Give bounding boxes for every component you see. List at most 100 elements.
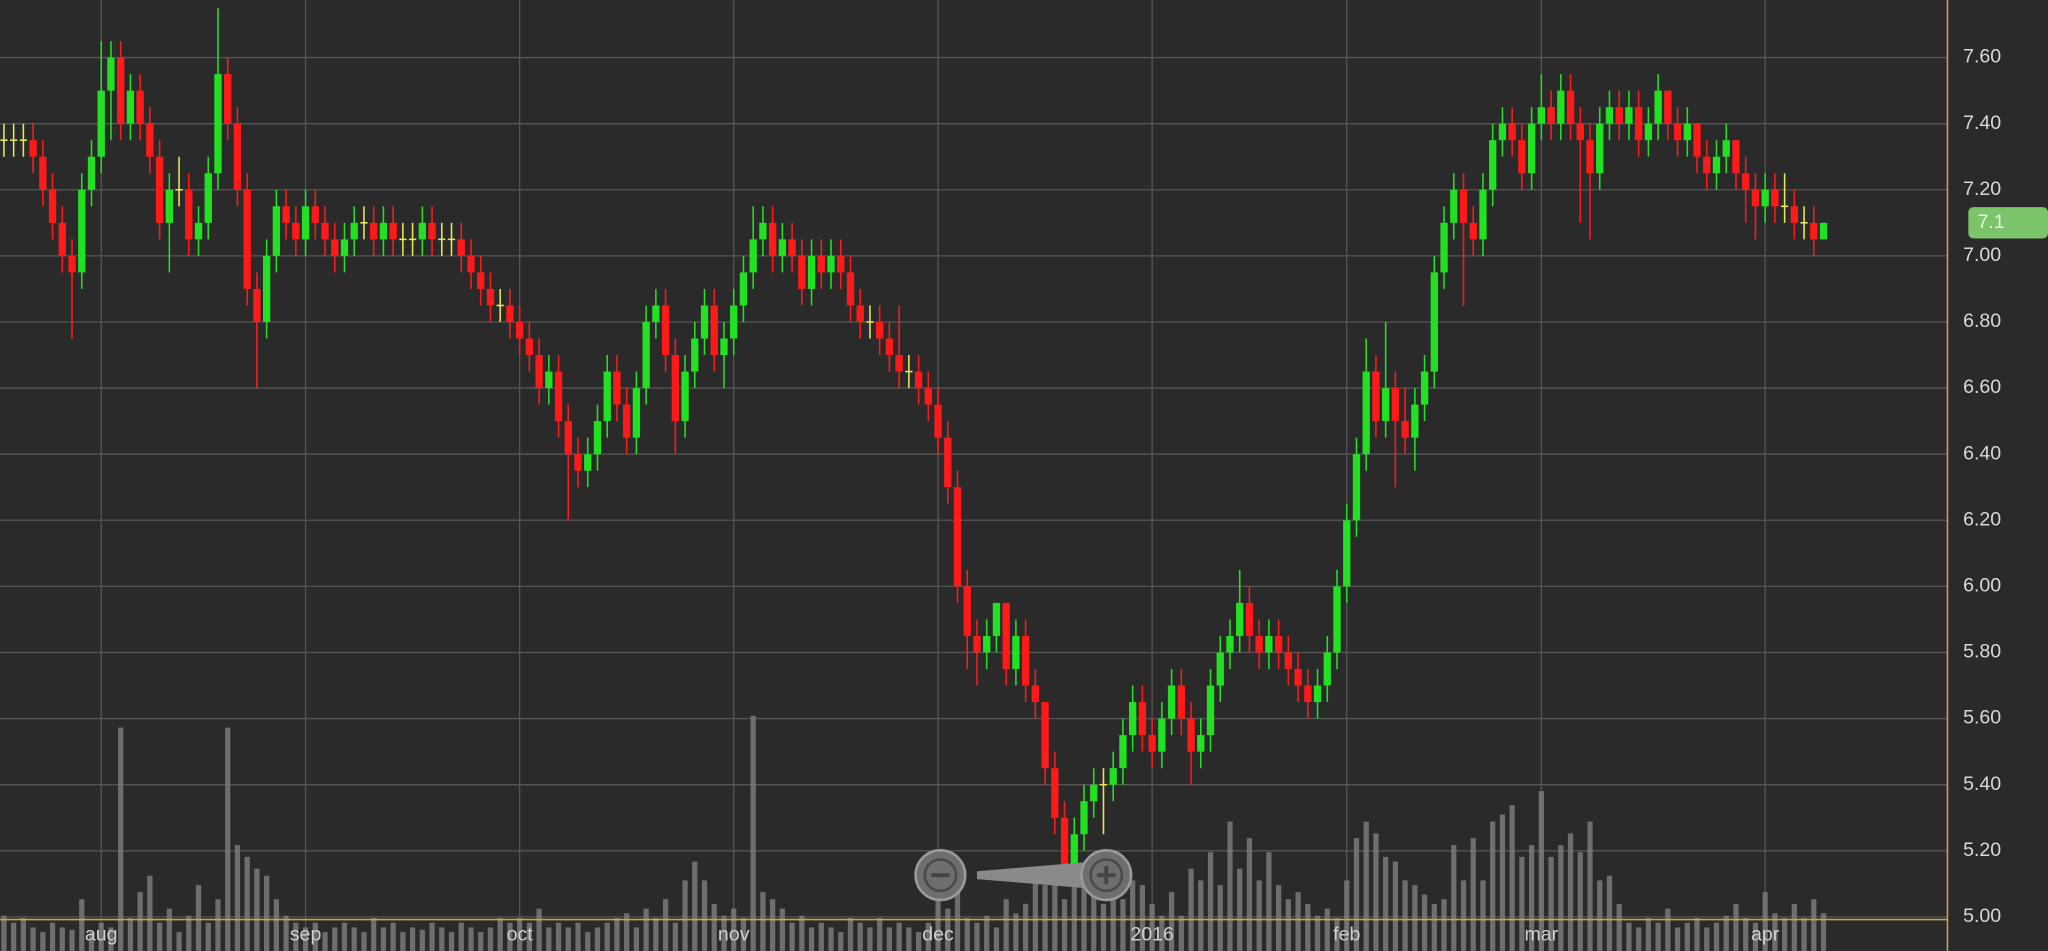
candle-body xyxy=(379,222,388,240)
candle-body xyxy=(700,305,709,339)
candle-body xyxy=(1352,454,1361,521)
candle-body xyxy=(418,222,426,240)
y-tick-label: 6.60 xyxy=(1963,376,2001,398)
volume-bar xyxy=(1392,861,1399,951)
volume-bar xyxy=(478,932,484,951)
candle-body xyxy=(233,123,242,190)
volume-bar xyxy=(682,880,688,951)
candle-body xyxy=(623,404,631,438)
volume-bar xyxy=(254,868,260,951)
volume-bar xyxy=(925,922,931,951)
volume-bar xyxy=(1227,821,1233,951)
candle-body xyxy=(1469,222,1477,240)
candle-body xyxy=(730,305,738,339)
x-tick-label: apr xyxy=(1751,923,1780,945)
y-tick-label: 6.20 xyxy=(1963,508,2001,530)
volume-bar xyxy=(555,922,562,951)
candle-body xyxy=(1537,107,1546,124)
volume-bar xyxy=(264,875,270,951)
candle-body xyxy=(1819,222,1828,240)
candle-body xyxy=(1051,768,1059,818)
volume-bar xyxy=(79,899,85,951)
volume-bar xyxy=(604,922,610,951)
y-tick-label: 5.20 xyxy=(1963,839,2001,861)
zoom-out-ring[interactable] xyxy=(923,858,958,893)
candle-body xyxy=(1654,90,1662,124)
volume-bar xyxy=(1791,903,1797,951)
zoom-out-button[interactable] xyxy=(914,849,967,902)
volume-bar xyxy=(750,715,756,951)
volume-bar xyxy=(838,932,844,951)
candle-body xyxy=(126,90,135,124)
volume-bar xyxy=(643,908,649,951)
candle-body xyxy=(1323,652,1331,686)
volume-bar xyxy=(1,915,7,951)
candle-body xyxy=(992,602,1001,636)
candle-body xyxy=(1129,702,1137,736)
volume-bar xyxy=(945,908,951,951)
candle-body xyxy=(944,437,952,488)
candle-body xyxy=(165,189,173,223)
volume-bar xyxy=(1431,903,1437,951)
candle-body xyxy=(1489,140,1497,190)
volume-bar xyxy=(721,915,727,951)
volume-bar xyxy=(507,922,513,951)
candle-body xyxy=(837,255,845,273)
volume-bar xyxy=(517,918,523,951)
candle-body xyxy=(545,371,553,389)
volume-bar xyxy=(1042,885,1048,951)
candle-body xyxy=(340,239,349,256)
y-tick-label: 5.40 xyxy=(1963,773,2001,795)
y-tick-label: 6.00 xyxy=(1963,575,2001,597)
candle-body xyxy=(1673,123,1682,141)
candle-body xyxy=(1109,768,1117,785)
x-tick-label: 2016 xyxy=(1130,923,1174,945)
candle-body xyxy=(68,255,76,273)
volume-bar xyxy=(205,922,211,951)
volume-bar xyxy=(1441,899,1447,951)
x-tick-label: oct xyxy=(507,923,534,945)
candle-body xyxy=(1372,371,1380,422)
x-tick-label: nov xyxy=(718,923,750,945)
candle-body xyxy=(136,90,144,124)
candle-body xyxy=(1284,652,1293,670)
candle-body xyxy=(924,388,932,405)
zoom-in-button[interactable] xyxy=(1080,849,1133,902)
candle-body xyxy=(1236,602,1244,636)
zoom-in-ring[interactable] xyxy=(1089,858,1124,893)
volume-bar xyxy=(127,918,134,951)
candle-body xyxy=(1635,107,1643,141)
volume-bar xyxy=(166,908,172,951)
volume-bar xyxy=(215,899,221,951)
volume-bar xyxy=(312,922,318,951)
candle-body xyxy=(1557,90,1565,124)
candle-body xyxy=(1703,156,1711,174)
volume-bar xyxy=(1772,913,1778,951)
candle-body xyxy=(243,189,251,289)
candle-body xyxy=(486,288,495,306)
candle-body xyxy=(1294,669,1302,686)
candle-body xyxy=(253,288,261,322)
candle-body xyxy=(292,222,300,240)
volume-bar xyxy=(662,899,669,951)
volume-bar xyxy=(1529,845,1535,951)
y-tick-label: 7.60 xyxy=(1963,46,2001,68)
candle-body xyxy=(895,355,903,372)
volume-bar xyxy=(984,915,990,951)
candle-body xyxy=(564,421,572,455)
candle-body xyxy=(1625,107,1633,124)
y-tick-label: 6.40 xyxy=(1963,442,2001,464)
volume-bar xyxy=(1100,903,1107,951)
volume-bar xyxy=(186,915,192,951)
candle-body xyxy=(1313,685,1322,703)
volume-bar xyxy=(497,918,503,951)
volume-bar xyxy=(964,918,970,951)
zoom-slider[interactable] xyxy=(976,862,1087,889)
volume-bar xyxy=(1110,892,1116,951)
volume-bar xyxy=(799,915,805,951)
candle-body xyxy=(477,272,485,289)
candle-body xyxy=(1167,685,1176,719)
volume-bar xyxy=(1178,915,1184,951)
candle-body xyxy=(399,238,407,241)
